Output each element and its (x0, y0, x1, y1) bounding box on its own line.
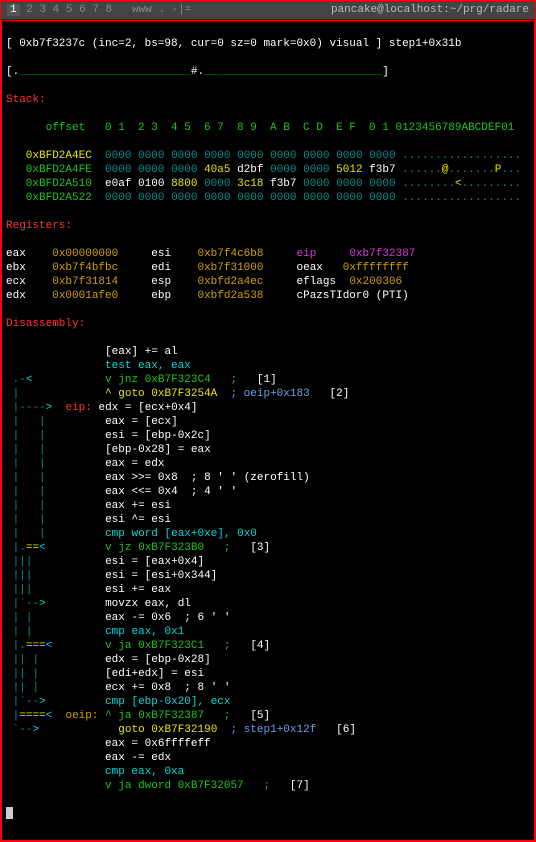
disasm-line: | | eax <<= 0x4 ; 4 ' ' (6, 485, 530, 499)
disasm-line: |`--> movzx eax, dl (6, 597, 530, 611)
stack-rows: 0xBFD2A4EC 0000 0000 0000 0000 0000 0000… (6, 149, 530, 205)
register-row: ecx 0xb7f31814 esp 0xbfd2a4ec eflags 0x2… (6, 275, 530, 289)
disasm-line: `--> goto 0xB7F32190 ; step1+0x12f [6] (6, 723, 530, 737)
stack-row: 0xBFD2A522 0000 0000 0000 0000 0000 0000… (6, 191, 530, 205)
disasm-line: ||| esi = [eax+0x4] (6, 555, 530, 569)
disasm-line: || | edx = [ebp-0x28] (6, 653, 530, 667)
disasm-line: eax -= edx (6, 751, 530, 765)
header-line-1: [ 0xb7f3237c (inc=2, bs=98, cur=0 sz=0 m… (6, 37, 530, 51)
disasm-line: | | eax = [ecx] (6, 415, 530, 429)
tab-5[interactable]: 5 (66, 4, 73, 16)
stack-header: offset 0 1 2 3 4 5 6 7 8 9 A B C D E F 0… (6, 121, 530, 135)
window-title: pancake@localhost:~/prg/radare (331, 3, 529, 17)
tab-7[interactable]: 7 (92, 4, 99, 16)
disasm-line: |====< oeip: ^ ja 0xB7F32387 ; [5] (6, 709, 530, 723)
tab-8[interactable]: 8 (106, 4, 113, 16)
disasm-line: | | esi ^= esi (6, 513, 530, 527)
tab-2[interactable]: 2 (26, 4, 33, 16)
disasm-line: | | eax >>= 0x8 ; 8 ' ' (zerofill) (6, 471, 530, 485)
titlebar: 1 2 3 4 5 6 7 8 www . -|= pancake@localh… (1, 1, 535, 20)
stack-row: 0xBFD2A4EC 0000 0000 0000 0000 0000 0000… (6, 149, 530, 163)
tab-4[interactable]: 4 (53, 4, 60, 16)
register-row: edx 0x0001afe0 ebp 0xbfd2a538 cPazsTIdor… (6, 289, 530, 303)
terminal-window: 1 2 3 4 5 6 7 8 www . -|= pancake@localh… (0, 0, 536, 842)
disasm-rows: [eax] += al test eax, eax .-< v jnz 0xB7… (6, 345, 530, 793)
disasm-line: ||| esi = [esi+0x344] (6, 569, 530, 583)
tab-3[interactable]: 3 (39, 4, 46, 16)
disasm-line: v ja dword 0xB7F32057 ; [7] (6, 779, 530, 793)
disasm-line: | | eax += esi (6, 499, 530, 513)
registers-label: Registers: (6, 219, 530, 233)
disasm-line: || | ecx += 0x8 ; 8 ' ' (6, 681, 530, 695)
cursor (6, 807, 13, 819)
disasm-line: |.==< v jz 0xB7F323B0 ; [3] (6, 541, 530, 555)
stack-row: 0xBFD2A510 e0af 0100 8800 0000 3c18 f3b7… (6, 177, 530, 191)
tab-6[interactable]: 6 (79, 4, 86, 16)
disasm-line: | ^ goto 0xB7F3254A ; oeip+0x183 [2] (6, 387, 530, 401)
disasm-line: | | esi = [ebp-0x2c] (6, 429, 530, 443)
disasm-label: Disassembly: (6, 317, 530, 331)
disasm-line: |`--> cmp [ebp-0x20], ecx (6, 695, 530, 709)
stack-row: 0xBFD2A4FE 0000 0000 0000 40a5 d2bf 0000… (6, 163, 530, 177)
tab-strip[interactable]: 1 2 3 4 5 6 7 8 www . -|= (7, 3, 191, 17)
disasm-line: |.===< v ja 0xB7F323C1 ; [4] (6, 639, 530, 653)
disasm-line: | | eax = edx (6, 457, 530, 471)
disasm-line: [eax] += al (6, 345, 530, 359)
register-row: eax 0x00000000 esi 0xb7f4c6b8 eip 0xb7f3… (6, 247, 530, 261)
disasm-line: | | cmp word [eax+0xe], 0x0 (6, 527, 530, 541)
tab-spacer: www . -|= (132, 4, 191, 16)
disasm-line: eax = 0x6ffffeff (6, 737, 530, 751)
disasm-line: cmp eax, 0xa (6, 765, 530, 779)
tab-1[interactable]: 1 (7, 4, 20, 16)
terminal-content[interactable]: [ 0xb7f3237c (inc=2, bs=98, cur=0 sz=0 m… (1, 20, 535, 841)
register-rows: eax 0x00000000 esi 0xb7f4c6b8 eip 0xb7f3… (6, 247, 530, 303)
stack-label: Stack: (6, 93, 530, 107)
disasm-line: .-< v jnz 0xB7F323C4 ; [1] (6, 373, 530, 387)
disasm-line: | | eax -= 0x6 ; 6 ' ' (6, 611, 530, 625)
disasm-line: || | [edi+edx] = esi (6, 667, 530, 681)
register-row: ebx 0xb7f4bfbc edi 0xb7f31000 oeax 0xfff… (6, 261, 530, 275)
disasm-line: ||| esi += eax (6, 583, 530, 597)
disasm-line: |----> eip: edx = [ecx+0x4] (6, 401, 530, 415)
disasm-line: | | [ebp-0x28] = eax (6, 443, 530, 457)
disasm-line: test eax, eax (6, 359, 530, 373)
disasm-line: | | cmp eax, 0x1 (6, 625, 530, 639)
header-line-2: [.__________________________#.__________… (6, 65, 530, 79)
